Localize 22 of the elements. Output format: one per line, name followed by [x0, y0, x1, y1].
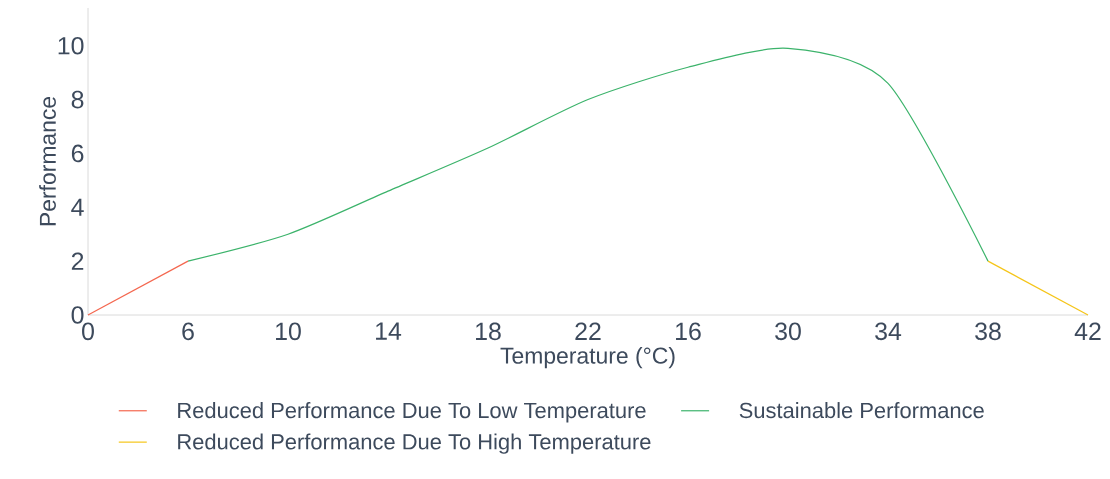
y-tick-label: 4	[71, 198, 84, 216]
y-tick-label: 10	[58, 36, 84, 55]
x-tick-label: 10	[276, 322, 301, 341]
x-tick-label: 34	[875, 322, 902, 341]
legend-label: Reduced Performance Due To High Temperature	[178, 433, 651, 454]
y-tick-label: 0	[71, 306, 84, 324]
y-axis-title: Performance	[39, 96, 56, 226]
y-tick-label: 2	[71, 252, 84, 270]
y-tick-label: 8	[71, 90, 84, 109]
x-tick-label: 16	[676, 322, 701, 341]
legend-label: Reduced Performance Due To Low Temperature	[178, 402, 646, 423]
x-tick-label: 42	[1074, 322, 1101, 340]
x-tick-label: 14	[376, 322, 402, 340]
x-tick-label: 18	[476, 322, 501, 341]
line-series	[187, 47, 989, 262]
x-tick-label: 6	[182, 322, 194, 341]
legend-label: Sustainable Performance	[739, 402, 984, 419]
x-tick-label: 22	[575, 322, 601, 340]
x-tick-label: 38	[975, 322, 1001, 341]
x-axis-title: Temperature (°C)	[500, 346, 675, 369]
x-tick-label: 30	[775, 322, 801, 341]
y-tick-label: 6	[71, 144, 84, 163]
